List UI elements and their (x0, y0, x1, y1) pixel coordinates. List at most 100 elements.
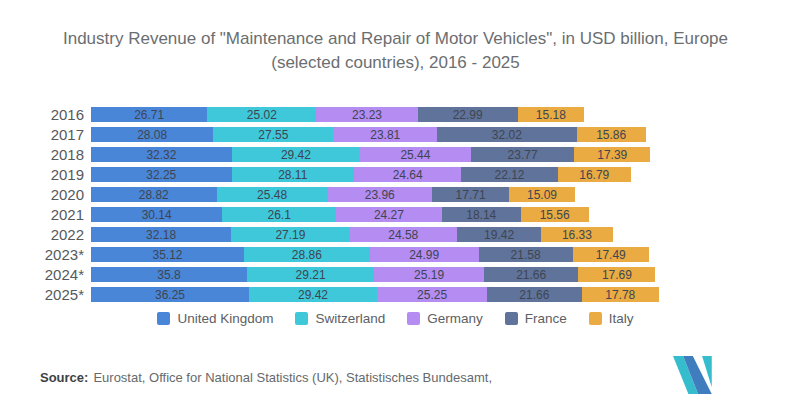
bar-segment: 23.81 (333, 127, 437, 142)
year-label: 2025* (34, 286, 91, 303)
bar-segment: 19.42 (457, 227, 542, 242)
year-label: 2024* (34, 266, 91, 283)
chart-row: 2025*36.25 29.42 25.25 21.66 17.78 (0, 287, 791, 302)
bar-value-label: 28.08 (137, 128, 167, 142)
bar-track: 35.1228.8624.9921.5817.49 (91, 247, 659, 262)
bar-segment: 25.44 (360, 147, 471, 162)
bar-value-label: 25.25 (417, 288, 447, 302)
source-label: Source: (40, 370, 88, 385)
bar-segment: 32.02 (437, 127, 577, 142)
bar-value-label: 28.11 (278, 168, 307, 182)
mordor-intelligence-logo-icon (673, 356, 717, 398)
year-label: 2022 (34, 226, 91, 243)
bar-value-label: 27.55 (258, 128, 288, 142)
bar-segment: 23.77 (471, 147, 575, 162)
bar-value-label: 28.82 (139, 188, 169, 202)
bar-value-label: 19.42 (484, 228, 514, 242)
bar-value-label: 15.56 (540, 208, 570, 222)
bar-segment: 18.14 (442, 207, 521, 222)
chart-row: 2024*35.829.2125.1921.6617.69 (0, 267, 791, 282)
chart-row: 201832.3229.4225.4423.7717.39 (0, 147, 791, 162)
legend-swatch (407, 312, 420, 325)
year-label: 2023* (34, 246, 91, 263)
bar-segment: 35.12 (91, 247, 244, 262)
bar-value-label: 21.58 (511, 248, 541, 262)
bar-value-label: 35.12 (152, 248, 182, 262)
year-label: 2018 (34, 146, 91, 163)
bar-value-label: 26.71 (134, 108, 164, 122)
bar-segment: 32.25 (91, 167, 232, 182)
chart-page: Industry Revenue of "Maintenance and Rep… (0, 0, 791, 407)
bar-segment: 36.25 (91, 287, 249, 302)
bar-segment: 16.33 (541, 227, 612, 242)
bar-segment: 17.71 (432, 187, 509, 202)
bar-track: 36.25 29.42 25.25 21.66 17.78 (91, 287, 659, 302)
chart-row: 202232.18 27.19 24.58 19.42 16.33 (0, 227, 791, 242)
bar-value-label: 24.27 (374, 208, 404, 222)
bar-value-label: 23.23 (352, 108, 382, 122)
bar-track: 28.82 25.48 23.96 17.71 15.09 (91, 187, 659, 202)
bar-track: 35.829.2125.1921.6617.69 (91, 267, 659, 282)
bar-segment: 23.96 (328, 187, 432, 202)
bar-value-label: 15.09 (527, 188, 557, 202)
legend-item: Germany (407, 311, 483, 326)
bar-value-label: 25.19 (414, 268, 444, 282)
bar-value-label: 21.66 (519, 288, 549, 302)
bar-segment: 24.64 (354, 167, 461, 182)
legend-swatch (157, 312, 170, 325)
bar-value-label: 17.49 (596, 248, 626, 262)
bar-track: 32.18 27.19 24.58 19.42 16.33 (91, 227, 659, 242)
bar-value-label: 25.48 (257, 188, 287, 202)
bar-value-label: 22.99 (453, 108, 483, 122)
bar-value-label: 18.14 (466, 208, 496, 222)
source-text: Eurostat, Office for National Statistics… (93, 370, 492, 385)
chart-row: 201626.7125.0223.2322.9915.18 (0, 107, 791, 122)
bar-segment: 27.19 (231, 227, 349, 242)
legend-label: Switzerland (315, 311, 385, 326)
legend-label: Germany (427, 311, 483, 326)
bar-segment: 30.14 (91, 207, 222, 222)
bar-value-label: 24.58 (388, 228, 418, 242)
bar-value-label: 15.86 (596, 128, 626, 142)
bar-value-label: 30.14 (142, 208, 172, 222)
bar-segment: 25.19 (374, 267, 484, 282)
bar-value-label: 22.12 (495, 168, 525, 182)
bar-value-label: 24.64 (393, 168, 423, 182)
chart-row: 201728.0827.5523.8132.0215.86 (0, 127, 791, 142)
bar-segment: 22.12 (461, 167, 557, 182)
bar-value-label: 23.96 (365, 188, 395, 202)
bar-segment: 24.58 (350, 227, 457, 242)
bar-segment: 25.02 (207, 107, 316, 122)
chart-row: 202130.1426.124.2718.1415.56 (0, 207, 791, 222)
bar-segment: 26.1 (222, 207, 336, 222)
bar-track: 28.08 27.55 23.8132.02 15.86 (91, 127, 659, 142)
bar-value-label: 28.86 (292, 248, 322, 262)
footer: Source: Eurostat, Office for National Sta… (40, 356, 717, 398)
bar-value-label: 35.8 (157, 268, 180, 282)
bar-segment: 29.42 (249, 287, 377, 302)
year-label: 2020 (34, 186, 91, 203)
bar-segment: 25.25 (377, 287, 487, 302)
bar-segment: 32.18 (91, 227, 231, 242)
bar-segment: 17.39 (574, 147, 650, 162)
bar-segment: 22.99 (418, 107, 518, 122)
legend-item: Switzerland (295, 311, 385, 326)
legend-label: Italy (609, 311, 634, 326)
bar-value-label: 21.66 (516, 268, 546, 282)
year-label: 2019 (34, 166, 91, 183)
bar-segment: 15.18 (518, 107, 584, 122)
bar-segment: 15.56 (521, 207, 589, 222)
bar-value-label: 27.19 (275, 228, 305, 242)
bar-value-label: 16.79 (579, 168, 609, 182)
bar-value-label: 29.42 (298, 288, 328, 302)
bar-track: 26.71 25.02 23.23 22.99 15.18 (91, 107, 659, 122)
bar-segment: 17.78 (582, 287, 659, 302)
legend-swatch (295, 312, 308, 325)
bar-segment: 35.8 (91, 267, 247, 282)
bar-value-label: 29.42 (281, 148, 311, 162)
bar-value-label: 23.77 (508, 148, 538, 162)
bar-value-label: 17.71 (456, 188, 486, 202)
chart-row: 201932.25 28.11 24.64 22.12 16.79 (0, 167, 791, 182)
bar-value-label: 17.39 (597, 148, 627, 162)
bar-value-label: 26.1 (267, 208, 290, 222)
